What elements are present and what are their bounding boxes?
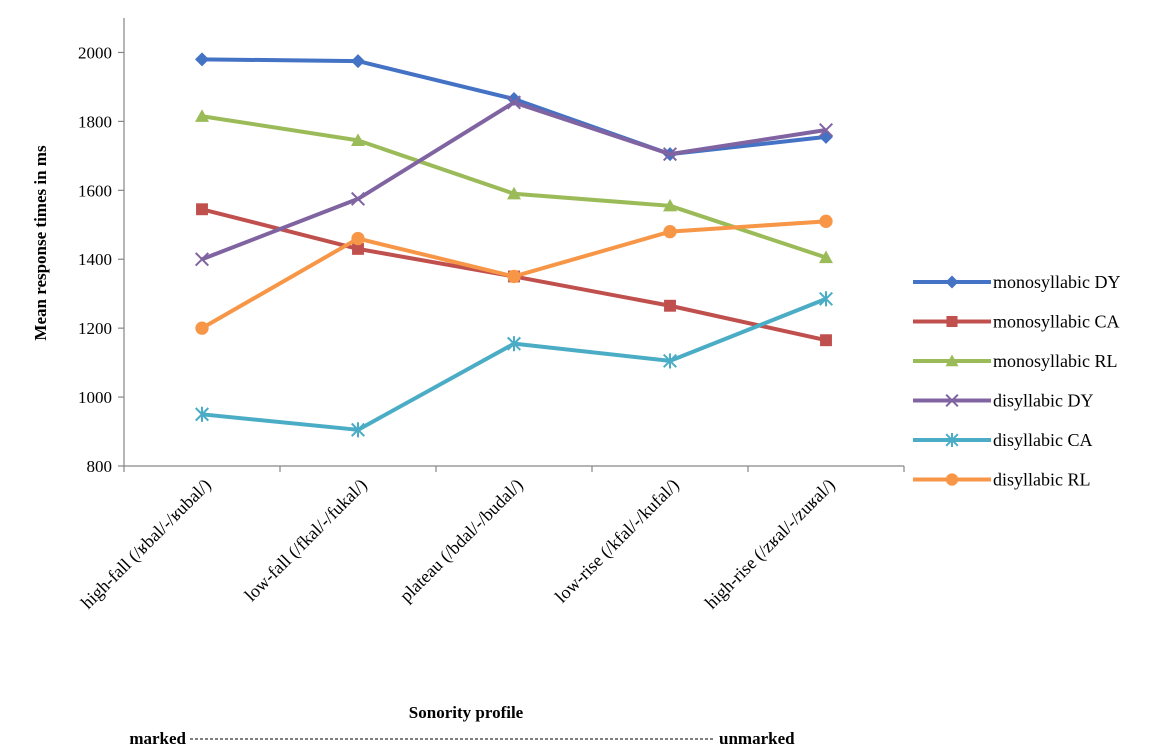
legend-item: monosyllabic RL (913, 351, 1118, 371)
x-tick-label: low-rise (/kfal/-/kufal/) (551, 475, 684, 608)
data-point (196, 203, 208, 216)
legend-label: disyllabic DY (993, 391, 1094, 411)
data-point (507, 186, 521, 200)
legend-item: monosyllabic DY (913, 272, 1121, 292)
data-point (195, 52, 209, 67)
y-tick-label: 1600 (78, 181, 112, 200)
data-point (946, 315, 958, 328)
legend-label: disyllabic CA (993, 430, 1093, 450)
x-tick-label: low-fall (/fkal/-/fukal/) (240, 475, 371, 606)
y-tick-label: 2000 (78, 43, 112, 62)
legend-label: disyllabic RL (993, 470, 1091, 490)
data-point (195, 109, 209, 122)
series-monosyllabic-rl (195, 109, 833, 264)
legend: monosyllabic DY monosyllabic CA monosyllab… (913, 272, 1121, 490)
series-line (201, 57, 827, 157)
data-point (350, 422, 366, 438)
data-point (820, 334, 832, 347)
data-point (350, 191, 366, 206)
y-tick-label: 1200 (78, 319, 112, 338)
y-axis-title: Mean response times in ms (31, 145, 50, 341)
data-point (507, 269, 521, 284)
x-tick-label: high-rise (/zʁal/-/zuʁal/) (701, 475, 840, 614)
y-tick-label: 800 (87, 457, 113, 476)
data-point (663, 198, 677, 212)
data-point (506, 336, 522, 352)
y-tick-label: 1400 (78, 250, 112, 269)
data-point (945, 432, 959, 448)
y-tick-label: 1000 (78, 388, 112, 407)
y-tick-label: 1800 (78, 112, 112, 131)
legend-item: monosyllabic CA (913, 312, 1120, 332)
data-point (945, 275, 959, 289)
legend-label: monosyllabic CA (993, 312, 1120, 332)
legend-item: disyllabic DY (913, 391, 1094, 411)
legend-item: disyllabic CA (913, 430, 1093, 450)
data-point (194, 252, 210, 267)
scale-right-label: unmarked (719, 729, 795, 747)
legend-item: disyllabic RL (913, 470, 1091, 490)
data-point (945, 354, 959, 367)
series-disyllabic-ca (194, 291, 834, 438)
data-point (945, 473, 959, 486)
markedness-scale: marked unmarked (129, 729, 795, 747)
series-disyllabic-rl (195, 214, 833, 335)
y-axis: 800 1000 1200 1400 1600 1800 2000 (78, 18, 125, 476)
data-point (662, 353, 678, 369)
data-point (352, 242, 364, 255)
x-tick-label: plateau (/bdal/-/budal/) (396, 475, 528, 607)
scale-left-label: marked (129, 729, 186, 747)
data-point (945, 393, 959, 408)
data-point (818, 122, 834, 138)
series-layer (194, 52, 834, 438)
data-point (663, 225, 677, 239)
data-point (195, 321, 209, 335)
data-point (351, 231, 365, 246)
series-disyllabic-dy (194, 95, 834, 267)
x-axis: high-fall (/ʁbal/-/ʁubal/) low-fall (/fka… (77, 465, 905, 614)
data-point (194, 406, 210, 422)
x-axis-title: Sonority profile (409, 703, 524, 722)
legend-label: monosyllabic DY (993, 272, 1121, 292)
data-point (351, 133, 365, 146)
data-point (664, 299, 676, 312)
legend-label: monosyllabic RL (993, 351, 1118, 371)
data-point (351, 54, 365, 69)
data-point (662, 147, 678, 162)
series-line (201, 100, 827, 262)
data-point (818, 291, 834, 307)
data-point (819, 214, 833, 228)
data-point (819, 250, 833, 264)
x-tick-label: high-fall (/ʁbal/-/ʁubal/) (77, 475, 216, 614)
data-point (506, 95, 522, 110)
